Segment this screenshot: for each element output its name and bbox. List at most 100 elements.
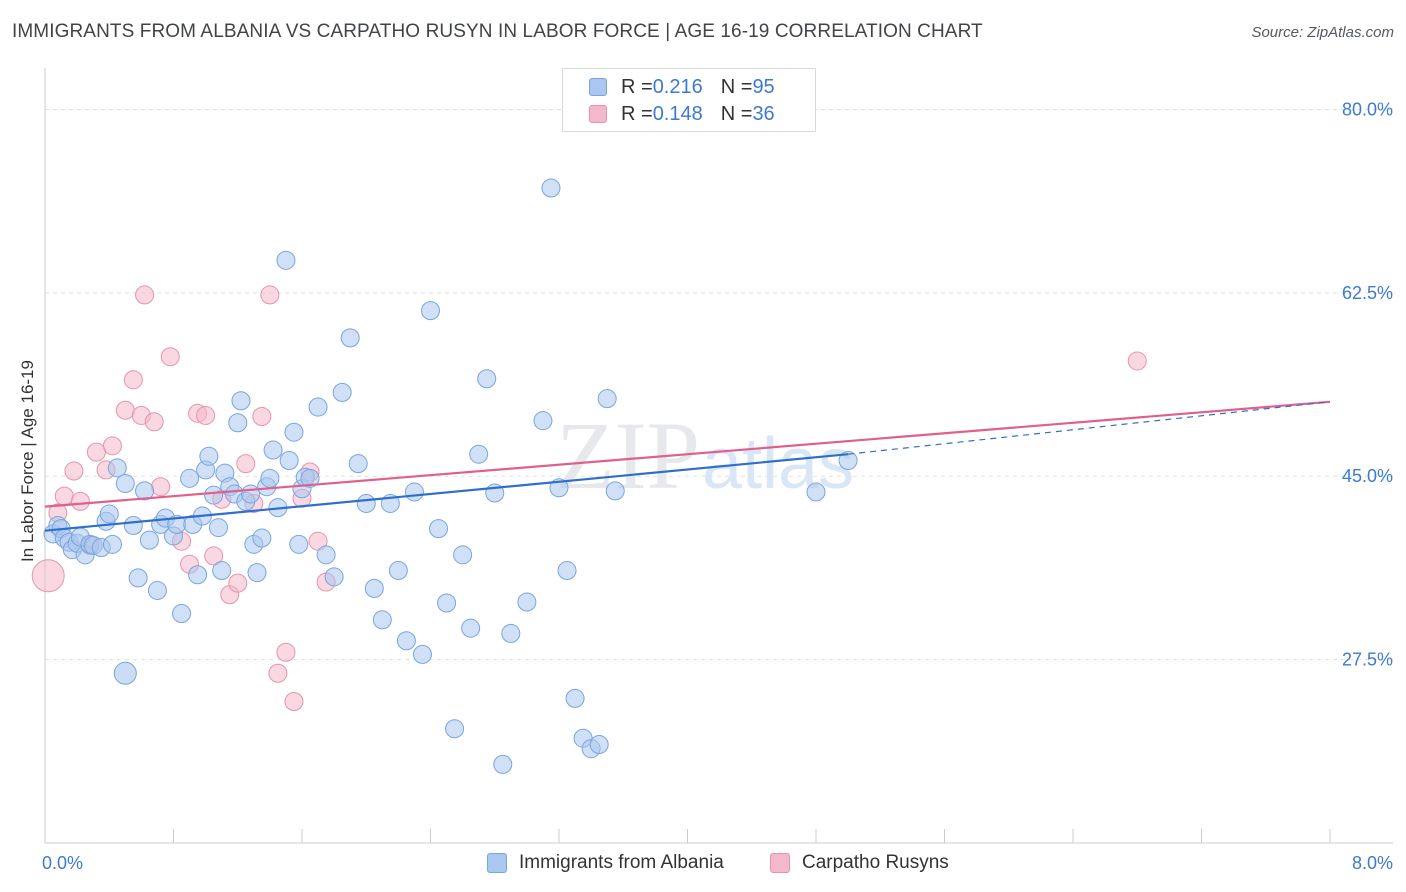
stats-row-albania: R = 0.216 N = 95 [589, 75, 775, 99]
data-point-albania [247, 563, 267, 583]
data-point-carpatho-rusyns [31, 559, 65, 593]
data-point-albania [172, 604, 192, 623]
data-point-albania [364, 578, 384, 598]
data-point-albania [279, 451, 299, 470]
data-point-albania [493, 754, 513, 774]
data-point-albania [276, 250, 296, 270]
data-point-albania [388, 561, 408, 581]
axis-labels: 27.5% 45.0% 62.5% 80.0% 0.0% 8.0% [42, 99, 1393, 873]
trend-line-albania [44, 453, 849, 532]
series-legend: Immigrants from Albania Carpatho Rusyns [0, 852, 1406, 878]
data-point-albania [589, 734, 609, 754]
data-point-albania [284, 422, 304, 442]
data-point-albania [517, 592, 537, 612]
data-point-albania [289, 534, 309, 554]
y-tick-label: 45.0% [1342, 466, 1393, 486]
data-point-albania [437, 593, 457, 613]
y-tick-label: 62.5% [1342, 283, 1393, 303]
data-point-albania [260, 468, 280, 488]
data-point-carpatho-rusyns [70, 491, 90, 511]
watermark-atlas: atlas [702, 424, 854, 504]
watermark: ZIP atlas [556, 402, 854, 509]
albania-swatch [589, 78, 607, 96]
data-point-albania [565, 688, 585, 708]
trend-line-carpatho-rusyns [44, 400, 1331, 508]
data-point-albania [188, 565, 208, 585]
n-label: N = [720, 75, 753, 98]
data-point-albania [228, 413, 248, 433]
data-point-carpatho-rusyns [228, 573, 248, 593]
data-point-carpatho-rusyns [276, 642, 296, 662]
n-label: N = [720, 102, 753, 125]
data-point-albania [806, 482, 826, 502]
data-point-carpatho-rusyns [64, 461, 84, 481]
data-point-albania [241, 484, 261, 504]
data-point-albania [533, 411, 553, 431]
x-tick-label: 8.0% [1352, 853, 1393, 873]
data-point-albania [348, 454, 368, 474]
data-point-albania [541, 178, 561, 198]
data-point-carpatho-rusyns [86, 442, 106, 462]
data-point-albania [340, 328, 360, 348]
data-point-albania [113, 661, 137, 685]
data-point-albania [429, 519, 449, 539]
data-point-albania [453, 545, 473, 565]
data-point-albania [115, 474, 135, 494]
data-point-albania [204, 485, 224, 505]
x-tick-label: 0.0% [42, 853, 83, 873]
source-credit: Source: ZipAtlas.com [1251, 24, 1394, 41]
legend-item-albania[interactable]: Immigrants from Albania [487, 852, 724, 874]
data-point-albania [147, 580, 167, 600]
legend-label: Carpatho Rusyns [802, 852, 949, 873]
data-point-carpatho-rusyns [115, 400, 135, 420]
y-tick-label: 80.0% [1342, 99, 1393, 119]
axes [44, 68, 1393, 844]
legend-label: Immigrants from Albania [519, 852, 724, 873]
data-point-albania [135, 481, 155, 501]
rusyn-swatch [770, 853, 790, 873]
data-point-albania [597, 389, 617, 409]
n-value: 36 [752, 102, 775, 125]
data-point-albania [208, 518, 228, 538]
data-point-carpatho-rusyns [252, 406, 272, 426]
data-point-albania [212, 561, 232, 581]
gridlines [45, 108, 1393, 661]
data-point-carpatho-rusyns [102, 436, 122, 456]
data-point-carpatho-rusyns [236, 454, 256, 474]
data-point-carpatho-rusyns [160, 347, 180, 367]
data-point-albania [404, 482, 424, 502]
data-point-carpatho-rusyns [54, 486, 74, 506]
data-point-albania [332, 382, 352, 402]
data-point-albania [107, 458, 127, 478]
data-point-carpatho-rusyns [196, 405, 216, 425]
data-point-albania [252, 528, 272, 548]
data-point-albania [300, 468, 320, 488]
data-point-carpatho-rusyns [151, 477, 171, 497]
data-point-albania [396, 631, 416, 651]
data-point-albania [421, 301, 440, 321]
n-value: 95 [752, 75, 775, 98]
data-point-albania [557, 561, 577, 581]
data-point-albania [128, 568, 148, 588]
data-point-albania [123, 515, 143, 535]
data-point-carpatho-rusyns [1127, 351, 1147, 371]
data-point-carpatho-rusyns [144, 412, 164, 432]
y-tick-label: 27.5% [1342, 650, 1393, 670]
stats-legend: R = 0.216 N = 95 R = 0.148 N = 36 [562, 68, 816, 132]
data-point-albania [102, 534, 122, 554]
data-point-albania [501, 623, 521, 643]
data-point-carpatho-rusyns [260, 285, 280, 305]
trend-line-albania-extension [848, 401, 1331, 455]
data-point-albania [838, 451, 858, 470]
y-axis-title: In Labor Force | Age 16-19 [18, 359, 37, 562]
data-point-albania [605, 481, 625, 501]
data-point-carpatho-rusyns [268, 663, 288, 683]
data-point-albania [445, 719, 465, 739]
r-label: R = [621, 102, 653, 125]
data-point-albania [316, 545, 336, 565]
data-point-albania [477, 369, 497, 389]
data-point-albania [324, 567, 344, 587]
legend-item-rusyn[interactable]: Carpatho Rusyns [770, 852, 949, 874]
data-point-albania [308, 397, 328, 417]
